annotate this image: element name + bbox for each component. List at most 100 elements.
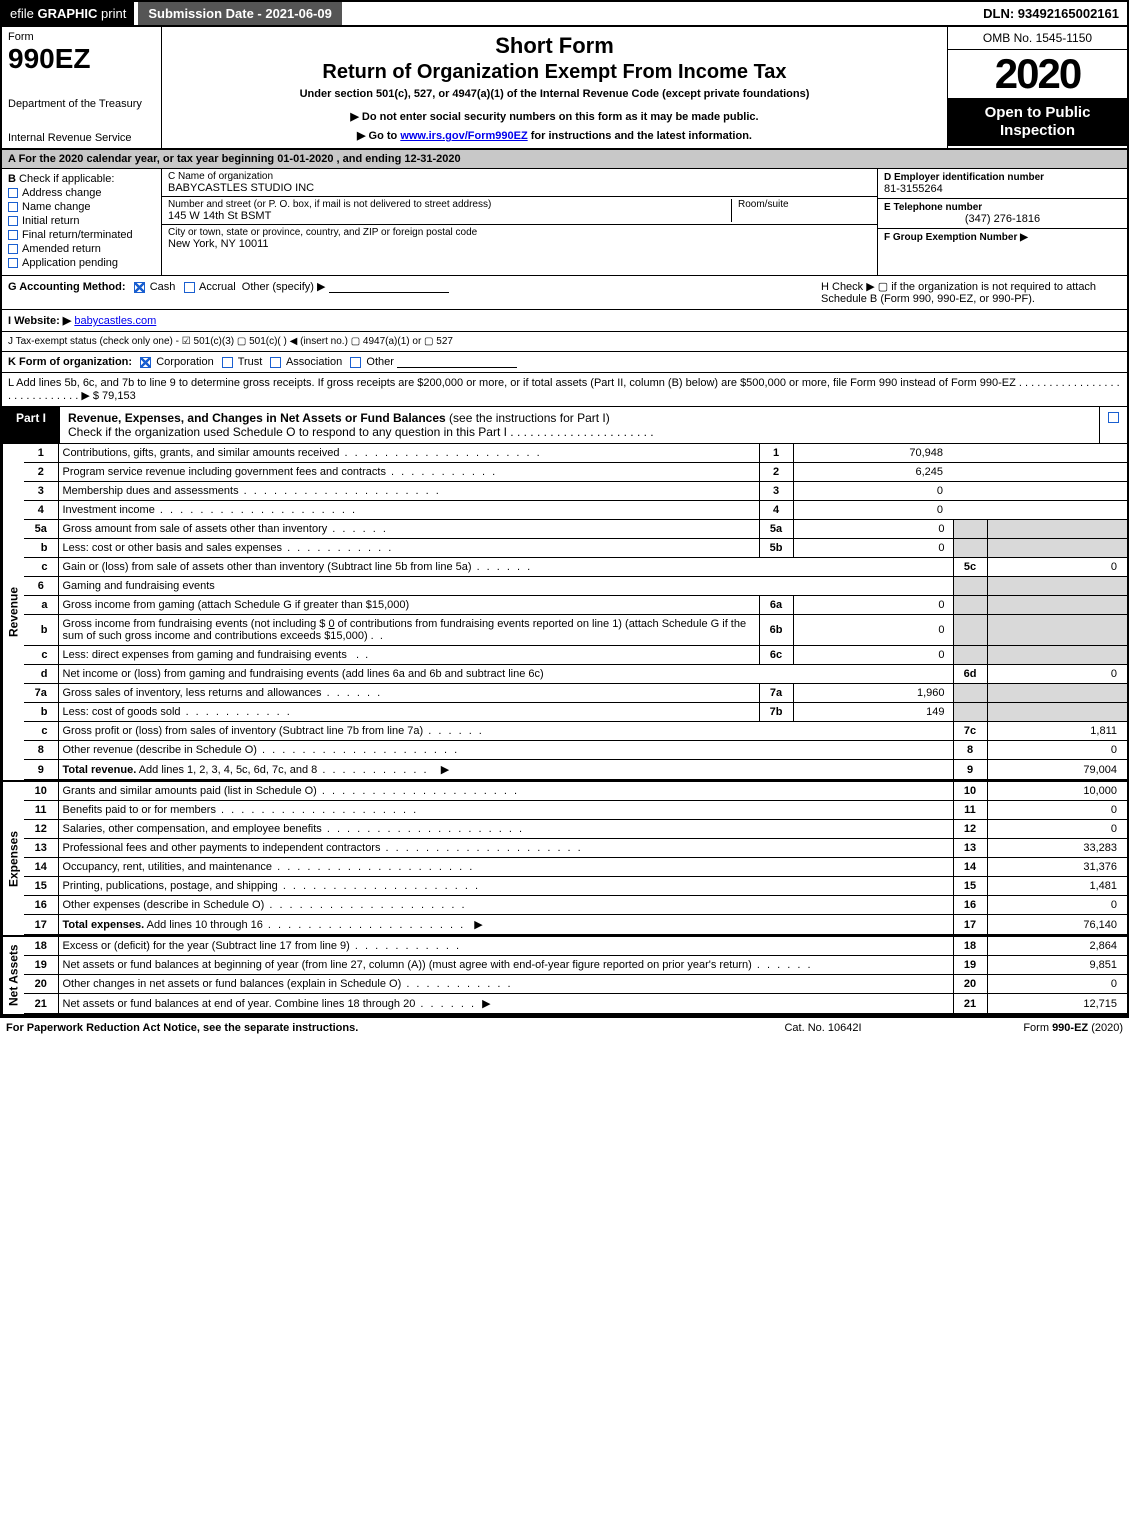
dept-treasury: Department of the Treasury <box>8 98 155 110</box>
line-3: 3Membership dues and assessments30 <box>24 482 1127 501</box>
k-label: K Form of organization: <box>8 356 132 368</box>
trust-label: Trust <box>238 356 263 368</box>
line-6a: aGross income from gaming (attach Schedu… <box>24 596 1127 615</box>
efile-print: print <box>97 6 126 21</box>
ein-value: 81-3155264 <box>884 183 1121 195</box>
line-8: 8Other revenue (describe in Schedule O)8… <box>24 741 1127 760</box>
subtitle: Under section 501(c), 527, or 4947(a)(1)… <box>172 88 937 100</box>
row-l-value: 79,153 <box>102 390 136 402</box>
group-exemption-cell: F Group Exemption Number ▶ <box>878 229 1127 246</box>
row-l-text: L Add lines 5b, 6c, and 7b to line 9 to … <box>8 377 1120 402</box>
goto-post: for instructions and the latest informat… <box>528 130 752 142</box>
line-6b: bGross income from fundraising events (n… <box>24 615 1127 646</box>
expenses-table: 10Grants and similar amounts paid (list … <box>24 782 1127 935</box>
addr-row: Number and street (or P. O. box, if mail… <box>162 197 877 225</box>
line-18: 18Excess or (deficit) for the year (Subt… <box>24 937 1127 956</box>
phone-value: (347) 276-1816 <box>884 213 1121 225</box>
chk-cash[interactable] <box>134 282 145 293</box>
chk-amended-return[interactable]: Amended return <box>8 243 155 255</box>
website-label: I Website: ▶ <box>8 315 71 327</box>
header-left: Form 990EZ Department of the Treasury In… <box>2 27 162 148</box>
col-c-org-info: C Name of organization BABYCASTLES STUDI… <box>162 169 877 275</box>
line-7b: bLess: cost of goods sold7b149 <box>24 703 1127 722</box>
other-org-input[interactable] <box>397 356 517 368</box>
part-i-checkbox[interactable] <box>1108 412 1119 423</box>
checkbox-icon <box>8 244 18 254</box>
irs-label: Internal Revenue Service <box>8 132 155 144</box>
row-j-tax-exempt: J Tax-exempt status (check only one) - ☑… <box>2 332 1127 352</box>
corp-label: Corporation <box>156 356 213 368</box>
row-h: H Check ▶ ▢ if the organization is not r… <box>821 280 1121 305</box>
short-form-title: Short Form <box>172 33 937 59</box>
row-g-left: G Accounting Method: Cash Accrual Other … <box>8 280 821 305</box>
efile-badge[interactable]: efile GRAPHIC print <box>2 2 134 25</box>
chk-label: Address change <box>22 187 102 199</box>
col-b-header: B Check if applicable: <box>8 173 155 185</box>
assoc-label: Association <box>286 356 342 368</box>
accrual-label: Accrual <box>199 281 236 293</box>
row-k-form-org: K Form of organization: Corporation Trus… <box>2 352 1127 373</box>
other-label: Other (specify) ▶ <box>242 281 326 293</box>
b-check-if: Check if applicable: <box>16 173 114 185</box>
chk-accrual[interactable] <box>184 282 195 293</box>
col-def: D Employer identification number 81-3155… <box>877 169 1127 275</box>
line-2: 2Program service revenue including gover… <box>24 463 1127 482</box>
chk-label: Application pending <box>22 257 118 269</box>
submission-date: Submission Date - 2021-06-09 <box>138 2 342 25</box>
form-page: efile GRAPHIC print Submission Date - 20… <box>0 0 1129 1018</box>
chk-address-change[interactable]: Address change <box>8 187 155 199</box>
goto-link[interactable]: www.irs.gov/Form990EZ <box>400 130 527 142</box>
addr-value: 145 W 14th St BSMT <box>168 210 731 222</box>
line-5a: 5aGross amount from sale of assets other… <box>24 520 1127 539</box>
line-6c: cLess: direct expenses from gaming and f… <box>24 646 1127 665</box>
line-12: 12Salaries, other compensation, and empl… <box>24 820 1127 839</box>
website-link[interactable]: babycastles.com <box>74 315 156 327</box>
efile-graphic: GRAPHIC <box>37 6 97 21</box>
tax-year: 2020 <box>948 50 1127 98</box>
cash-label: Cash <box>150 281 176 293</box>
arrow-icon: ▶ <box>474 919 482 931</box>
omb-number: OMB No. 1545-1150 <box>948 27 1127 50</box>
city-value: New York, NY 10011 <box>168 238 871 250</box>
line-7c: cGross profit or (loss) from sales of in… <box>24 722 1127 741</box>
line-15: 15Printing, publications, postage, and s… <box>24 877 1127 896</box>
ssn-note: ▶ Do not enter social security numbers o… <box>172 110 937 123</box>
checkbox-icon <box>8 258 18 268</box>
line-20: 20Other changes in net assets or fund ba… <box>24 975 1127 994</box>
org-name-value: BABYCASTLES STUDIO INC <box>168 182 871 194</box>
chk-corporation[interactable] <box>140 357 151 368</box>
line-7a: 7aGross sales of inventory, less returns… <box>24 684 1127 703</box>
city-row: City or town, state or province, country… <box>162 225 877 252</box>
dln-label: DLN: 93492165002161 <box>975 2 1127 25</box>
chk-other-org[interactable] <box>350 357 361 368</box>
line-14: 14Occupancy, rent, utilities, and mainte… <box>24 858 1127 877</box>
chk-trust[interactable] <box>222 357 233 368</box>
top-bar: efile GRAPHIC print Submission Date - 20… <box>2 2 1127 27</box>
goto-line: ▶ Go to www.irs.gov/Form990EZ for instru… <box>172 129 937 142</box>
chk-application-pending[interactable]: Application pending <box>8 257 155 269</box>
city-label: City or town, state or province, country… <box>168 227 871 238</box>
line-16: 16Other expenses (describe in Schedule O… <box>24 896 1127 915</box>
part-i-title: Revenue, Expenses, and Changes in Net As… <box>60 407 1099 443</box>
form-header: Form 990EZ Department of the Treasury In… <box>2 27 1127 150</box>
row-g-accounting: G Accounting Method: Cash Accrual Other … <box>2 276 1127 310</box>
arrow-icon: ▶ <box>441 764 449 776</box>
net-assets-section: Net Assets 18Excess or (deficit) for the… <box>2 937 1127 1016</box>
arrow-icon: ▶ <box>482 998 490 1010</box>
footer-left: For Paperwork Reduction Act Notice, see … <box>6 1022 723 1034</box>
chk-association[interactable] <box>270 357 281 368</box>
g-label: G Accounting Method: <box>8 281 126 293</box>
other-specify-input[interactable] <box>329 281 449 293</box>
chk-label: Final return/terminated <box>22 229 133 241</box>
chk-final-return[interactable]: Final return/terminated <box>8 229 155 241</box>
bf-block: B Check if applicable: Address change Na… <box>2 169 1127 276</box>
part-i-header: Part I Revenue, Expenses, and Changes in… <box>2 407 1127 444</box>
net-assets-tab: Net Assets <box>2 937 24 1014</box>
col-b-checkboxes: B Check if applicable: Address change Na… <box>2 169 162 275</box>
chk-initial-return[interactable]: Initial return <box>8 215 155 227</box>
net-assets-table: 18Excess or (deficit) for the year (Subt… <box>24 937 1127 1014</box>
form-word: Form <box>8 31 155 43</box>
chk-name-change[interactable]: Name change <box>8 201 155 213</box>
footer-right: Form 990-EZ (2020) <box>923 1022 1123 1034</box>
goto-pre: ▶ Go to <box>357 130 400 142</box>
